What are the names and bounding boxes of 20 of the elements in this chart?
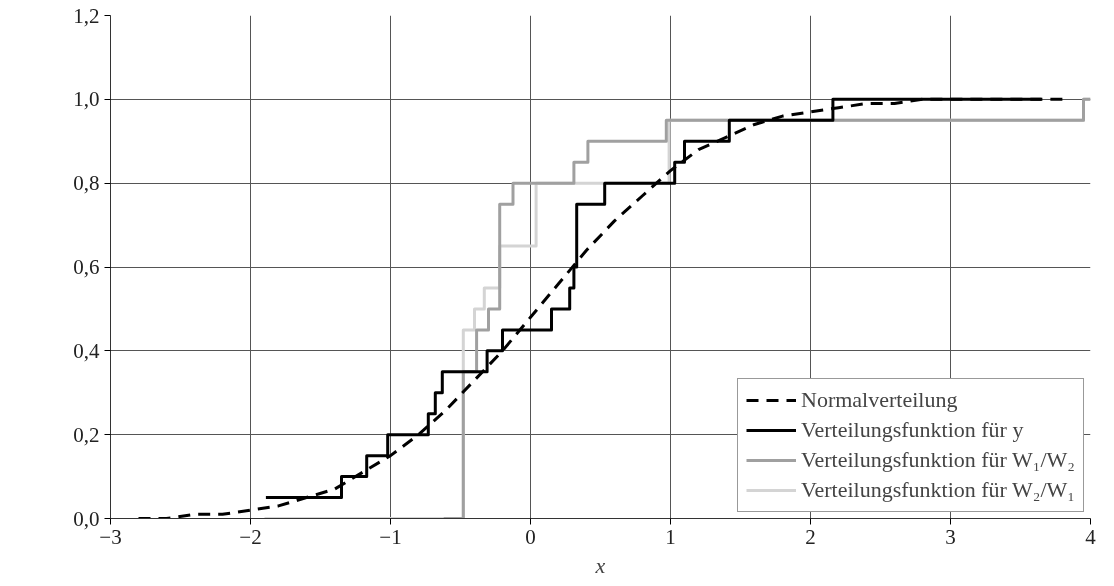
x-tick-label: 3 xyxy=(945,524,956,549)
legend-label: Normalverteilung xyxy=(801,387,958,413)
y-tick-label: 0,6 xyxy=(73,255,100,279)
x-tick-label: 0 xyxy=(525,524,536,549)
y-tick-label: 0,8 xyxy=(73,171,100,196)
x-tick-label: 1 xyxy=(665,524,676,549)
y-tick-label: 0,4 xyxy=(73,338,100,363)
legend-label: Verteilungsfunktion für W₂/W₁ xyxy=(801,477,1075,503)
y-tick-label: 0,0 xyxy=(73,506,100,531)
x-tick-label: 2 xyxy=(805,524,816,549)
legend-label: Verteilungsfunktion für y xyxy=(801,417,1024,443)
x-tick-label: 4 xyxy=(1085,524,1097,549)
y-tick-label: 1,2 xyxy=(73,3,100,28)
x-tick-label: −1 xyxy=(379,524,402,549)
x-tick-label: −3 xyxy=(99,524,122,549)
legend-label: Verteilungsfunktion für W₁/W₂ xyxy=(801,447,1075,473)
x-tick-label: −2 xyxy=(239,524,262,549)
x-axis-title: x xyxy=(594,552,606,578)
y-tick-label: 0,2 xyxy=(73,422,100,447)
y-tick-label: 1,0 xyxy=(73,87,100,112)
